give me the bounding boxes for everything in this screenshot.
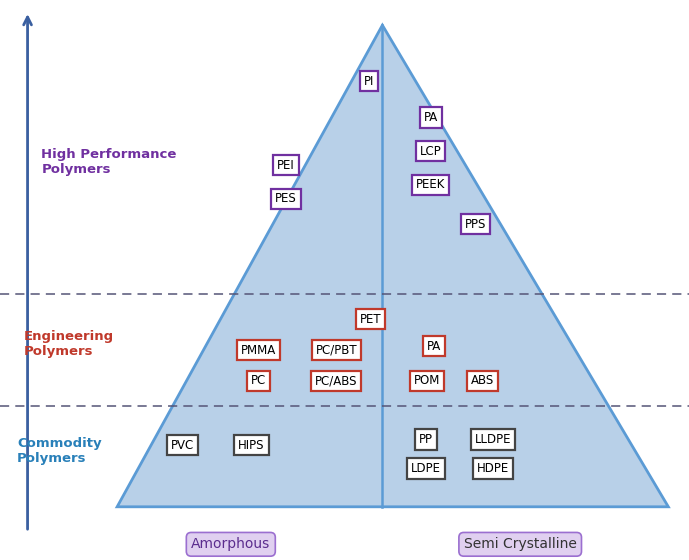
Text: POM: POM [414,374,440,388]
Text: Amorphous: Amorphous [191,538,271,551]
Text: PC/ABS: PC/ABS [315,374,358,388]
Text: PET: PET [360,312,382,326]
Text: PI: PI [363,74,374,88]
Text: LDPE: LDPE [411,462,441,475]
Text: ABS: ABS [471,374,494,388]
Text: LLDPE: LLDPE [475,433,511,446]
Text: PEEK: PEEK [416,178,445,192]
Text: PA: PA [424,111,438,124]
Text: PEI: PEI [277,158,295,172]
Text: Semi Crystalline: Semi Crystalline [464,538,577,551]
Text: HDPE: HDPE [477,462,508,475]
Text: HIPS: HIPS [238,438,265,452]
Text: PC/PBT: PC/PBT [316,343,357,357]
Text: PA: PA [427,339,441,353]
Text: PVC: PVC [171,438,194,452]
Text: PMMA: PMMA [240,343,276,357]
Text: High Performance
Polymers: High Performance Polymers [41,148,176,176]
Text: Commodity
Polymers: Commodity Polymers [17,437,102,465]
Text: LCP: LCP [420,144,442,158]
Text: PPS: PPS [464,217,486,231]
Text: Engineering
Polymers: Engineering Polymers [24,330,114,358]
Polygon shape [117,25,668,507]
Text: PP: PP [419,433,433,446]
Text: PC: PC [251,374,266,388]
Text: PES: PES [275,192,297,206]
